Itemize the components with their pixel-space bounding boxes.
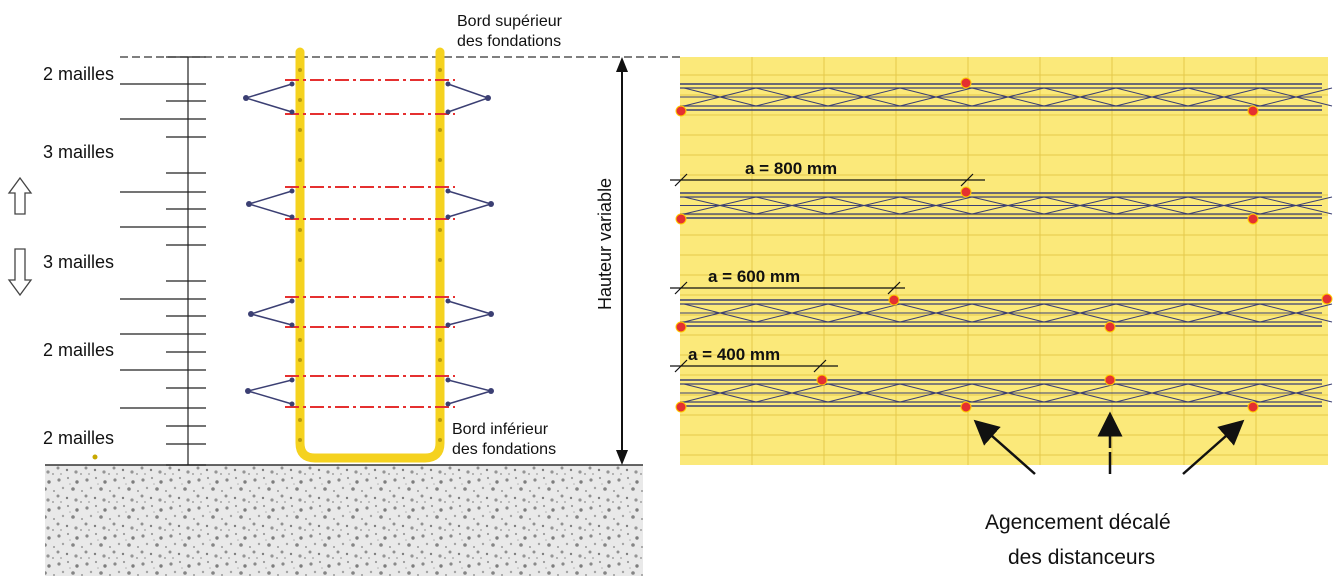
dimension-600 <box>670 281 905 295</box>
top-edge-label-line1: Bord supérieur <box>457 13 562 30</box>
spacer-dots <box>675 77 1333 413</box>
mesh-label-4: 2 mailles <box>43 340 115 360</box>
pointer-arrow-right <box>1182 419 1245 475</box>
truss-row-1 <box>680 83 1333 111</box>
height-label: Hauteur variable <box>595 178 615 310</box>
truss-rows <box>680 83 1333 407</box>
spacer-group-4 <box>245 375 494 408</box>
u-rebar <box>295 47 445 463</box>
spacer-group-3 <box>248 296 494 328</box>
arrow-down-icon <box>7 248 33 297</box>
spacer-group-2 <box>246 186 494 220</box>
dimension-800 <box>670 173 985 187</box>
mesh-label-2: 3 mailles <box>43 142 115 162</box>
height-arrow-top <box>616 57 628 72</box>
mesh-scale <box>120 56 206 466</box>
truss-row-4 <box>680 379 1333 407</box>
arrow-up-icon <box>7 176 33 215</box>
bottom-edge-label-line2: des fondations <box>452 441 557 458</box>
rebar-dot <box>92 454 98 460</box>
pointer-arrow-left <box>973 419 1036 475</box>
dimension-label-400: a = 400 mm <box>688 345 781 364</box>
mesh-label-3: 3 mailles <box>43 252 115 272</box>
dimension-label-600: a = 600 mm <box>708 267 801 286</box>
mesh-label-1: 2 mailles <box>43 64 115 84</box>
mesh-label-5: 2 mailles <box>43 428 115 448</box>
formwork-panel <box>680 57 1328 465</box>
bottom-edge-label-line1: Bord inférieur <box>452 421 549 438</box>
gravel-ground <box>45 465 643 576</box>
top-edge-label-line2: des fondations <box>457 33 562 50</box>
caption-line2: des distanceurs <box>1008 546 1156 569</box>
height-arrow-bottom <box>616 450 628 465</box>
spacer-group-1 <box>243 79 491 115</box>
dimension-label-800: a = 800 mm <box>745 159 838 178</box>
truss-row-3 <box>680 299 1333 327</box>
caption-line1: Agencement décalé <box>985 511 1171 534</box>
dimension-400 <box>670 359 838 373</box>
panel-grid <box>680 57 1328 465</box>
rebar-ticks <box>298 68 442 442</box>
truss-row-2 <box>680 192 1333 219</box>
